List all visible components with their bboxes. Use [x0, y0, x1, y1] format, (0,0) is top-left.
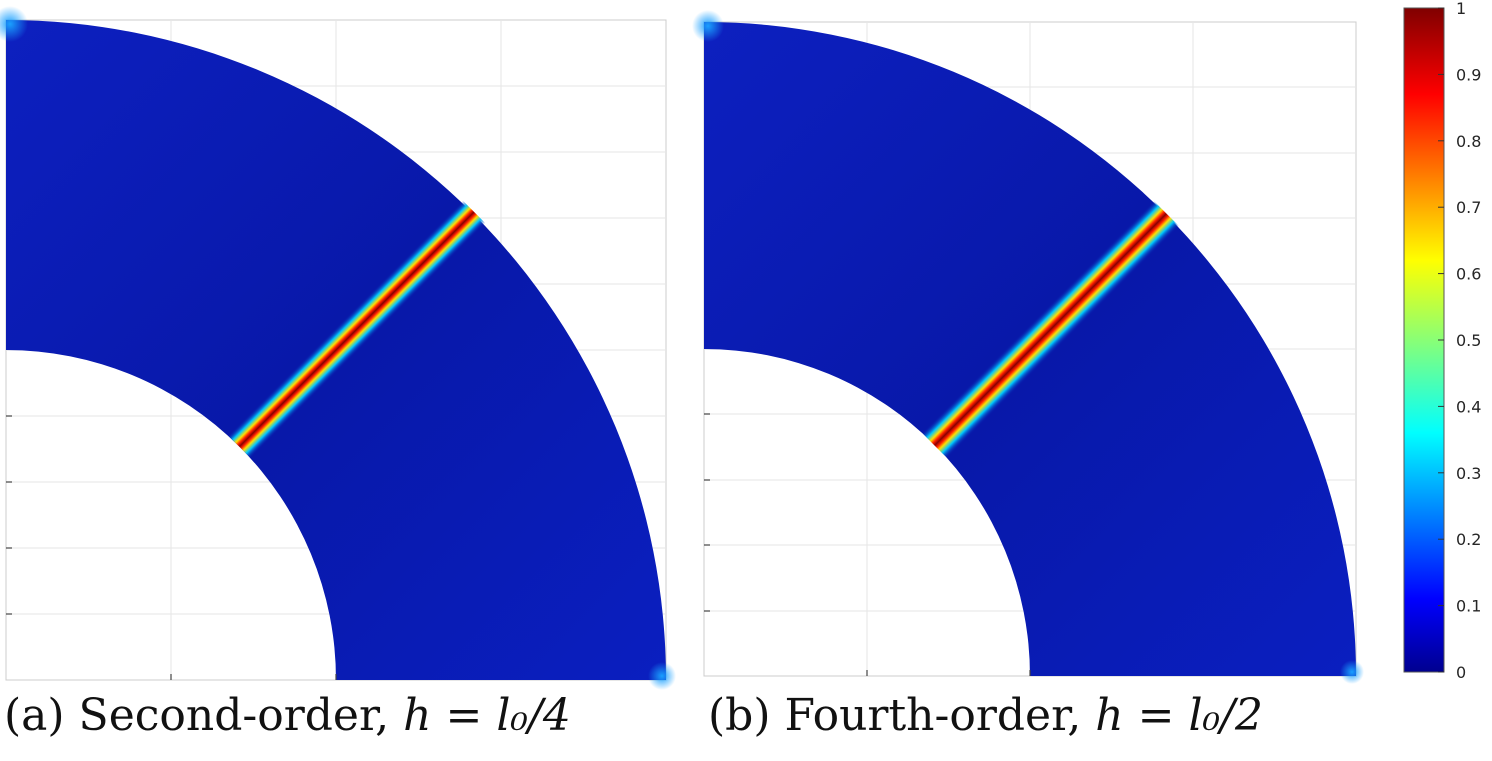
colorbar-tick-label: 0.5	[1456, 331, 1481, 350]
colorbar: 0 0.1 0.2 0.3 0.4 0.5 0.6 0.7 0.8 0.9 1	[1403, 0, 1481, 682]
panel-b-crack-band	[921, 200, 1180, 459]
caption-a-math: h = l₀/4	[403, 690, 571, 741]
colorbar-tick-label: 0.2	[1456, 530, 1481, 549]
colorbar-tick-label: 1	[1456, 0, 1466, 18]
colorbar-gradient	[1403, 7, 1445, 673]
caption-b: (b) Fourth-order, h = l₀/2	[708, 690, 1263, 741]
panel-a	[0, 6, 676, 690]
caption-a-label: (a) Second-order,	[4, 690, 390, 741]
panel-a-ticks	[6, 415, 337, 680]
colorbar-tick-label: 0.8	[1456, 132, 1481, 151]
panel-a-corner-glow-top	[0, 6, 28, 42]
colorbar-tick-label: 0.3	[1456, 464, 1481, 483]
panel-a-crack-band	[228, 200, 486, 458]
panel-b-ticks	[704, 413, 1031, 676]
panel-b	[692, 10, 1364, 684]
caption-b-math: h = l₀/2	[1095, 690, 1263, 741]
colorbar-tick-label: 0.4	[1456, 397, 1481, 416]
panel-b-corner-glow-right	[1340, 660, 1364, 684]
colorbar-tick-label: 0	[1456, 663, 1466, 682]
colorbar-tick-label: 0.9	[1456, 65, 1481, 84]
colorbar-tick-label: 0.1	[1456, 597, 1481, 616]
panel-b-corner-glow-top	[692, 10, 724, 42]
caption-b-label: (b) Fourth-order,	[708, 690, 1082, 741]
colorbar-tick-label: 0.6	[1456, 265, 1481, 284]
colorbar-tick-label: 0.7	[1456, 198, 1481, 217]
caption-a: (a) Second-order, h = l₀/4	[4, 690, 571, 741]
panel-a-corner-glow-right	[648, 662, 676, 690]
colorbar-ticks: 0 0.1 0.2 0.3 0.4 0.5 0.6 0.7 0.8 0.9 1	[1438, 0, 1481, 682]
